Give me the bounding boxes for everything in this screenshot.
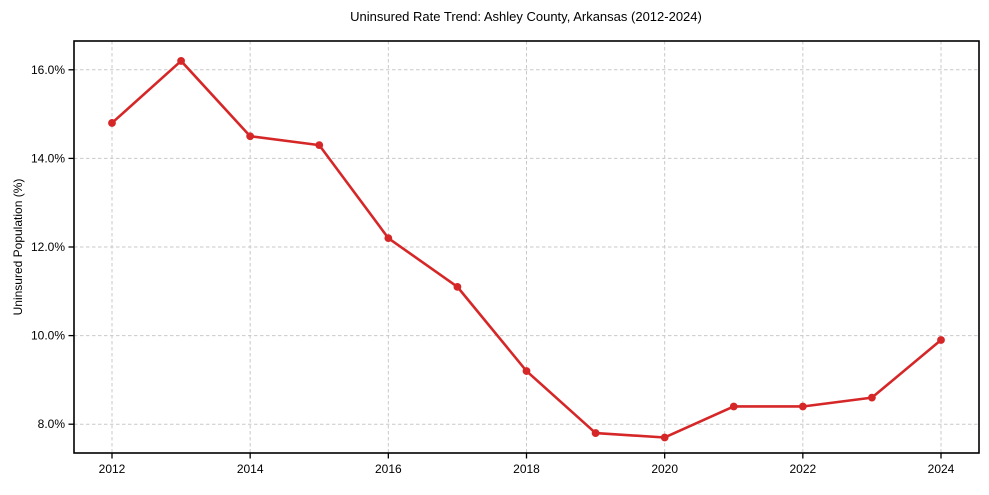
data-point-marker: [384, 234, 393, 243]
x-tick-label: 2018: [513, 462, 540, 476]
x-tick-label: 2012: [99, 462, 126, 476]
data-point-marker: [868, 393, 876, 402]
x-tick-label: 2014: [237, 462, 264, 476]
trend-line: [110, 59, 943, 439]
data-point-marker: [937, 336, 945, 344]
data-point-marker: [177, 57, 185, 65]
data-point-marker: [522, 367, 531, 375]
data-point-marker: [315, 141, 324, 150]
plot-border: [73, 40, 980, 454]
data-point-marker: [729, 402, 738, 411]
x-tick-label: 2022: [789, 462, 816, 476]
x-tick-label: 2016: [375, 462, 402, 476]
gridlines: [74, 41, 979, 453]
data-point-marker: [660, 433, 669, 442]
data-point-marker: [108, 119, 116, 127]
x-tick-label: 2024: [928, 462, 955, 476]
y-tick-label: 16.0%: [31, 63, 65, 77]
y-axis-label: Uninsured Population (%): [11, 179, 25, 316]
y-tick-label: 8.0%: [38, 417, 66, 431]
y-tick-label: 10.0%: [31, 329, 65, 343]
data-point-marker: [453, 282, 462, 291]
y-tick-label: 14.0%: [31, 151, 65, 165]
y-tick-label: 12.0%: [31, 240, 65, 254]
axes: 2012 2014 2016 2018 2020 2022 2024 8.0% 10.0% 12.…: [31, 63, 955, 476]
chart-title: Uninsured Rate Trend: Ashley County, Ark…: [350, 9, 702, 24]
x-tick-label: 2020: [651, 462, 678, 476]
data-series: [108, 57, 945, 442]
data-point-marker: [798, 402, 807, 411]
data-point-marker: [591, 429, 600, 437]
data-point-marker: [246, 132, 255, 141]
